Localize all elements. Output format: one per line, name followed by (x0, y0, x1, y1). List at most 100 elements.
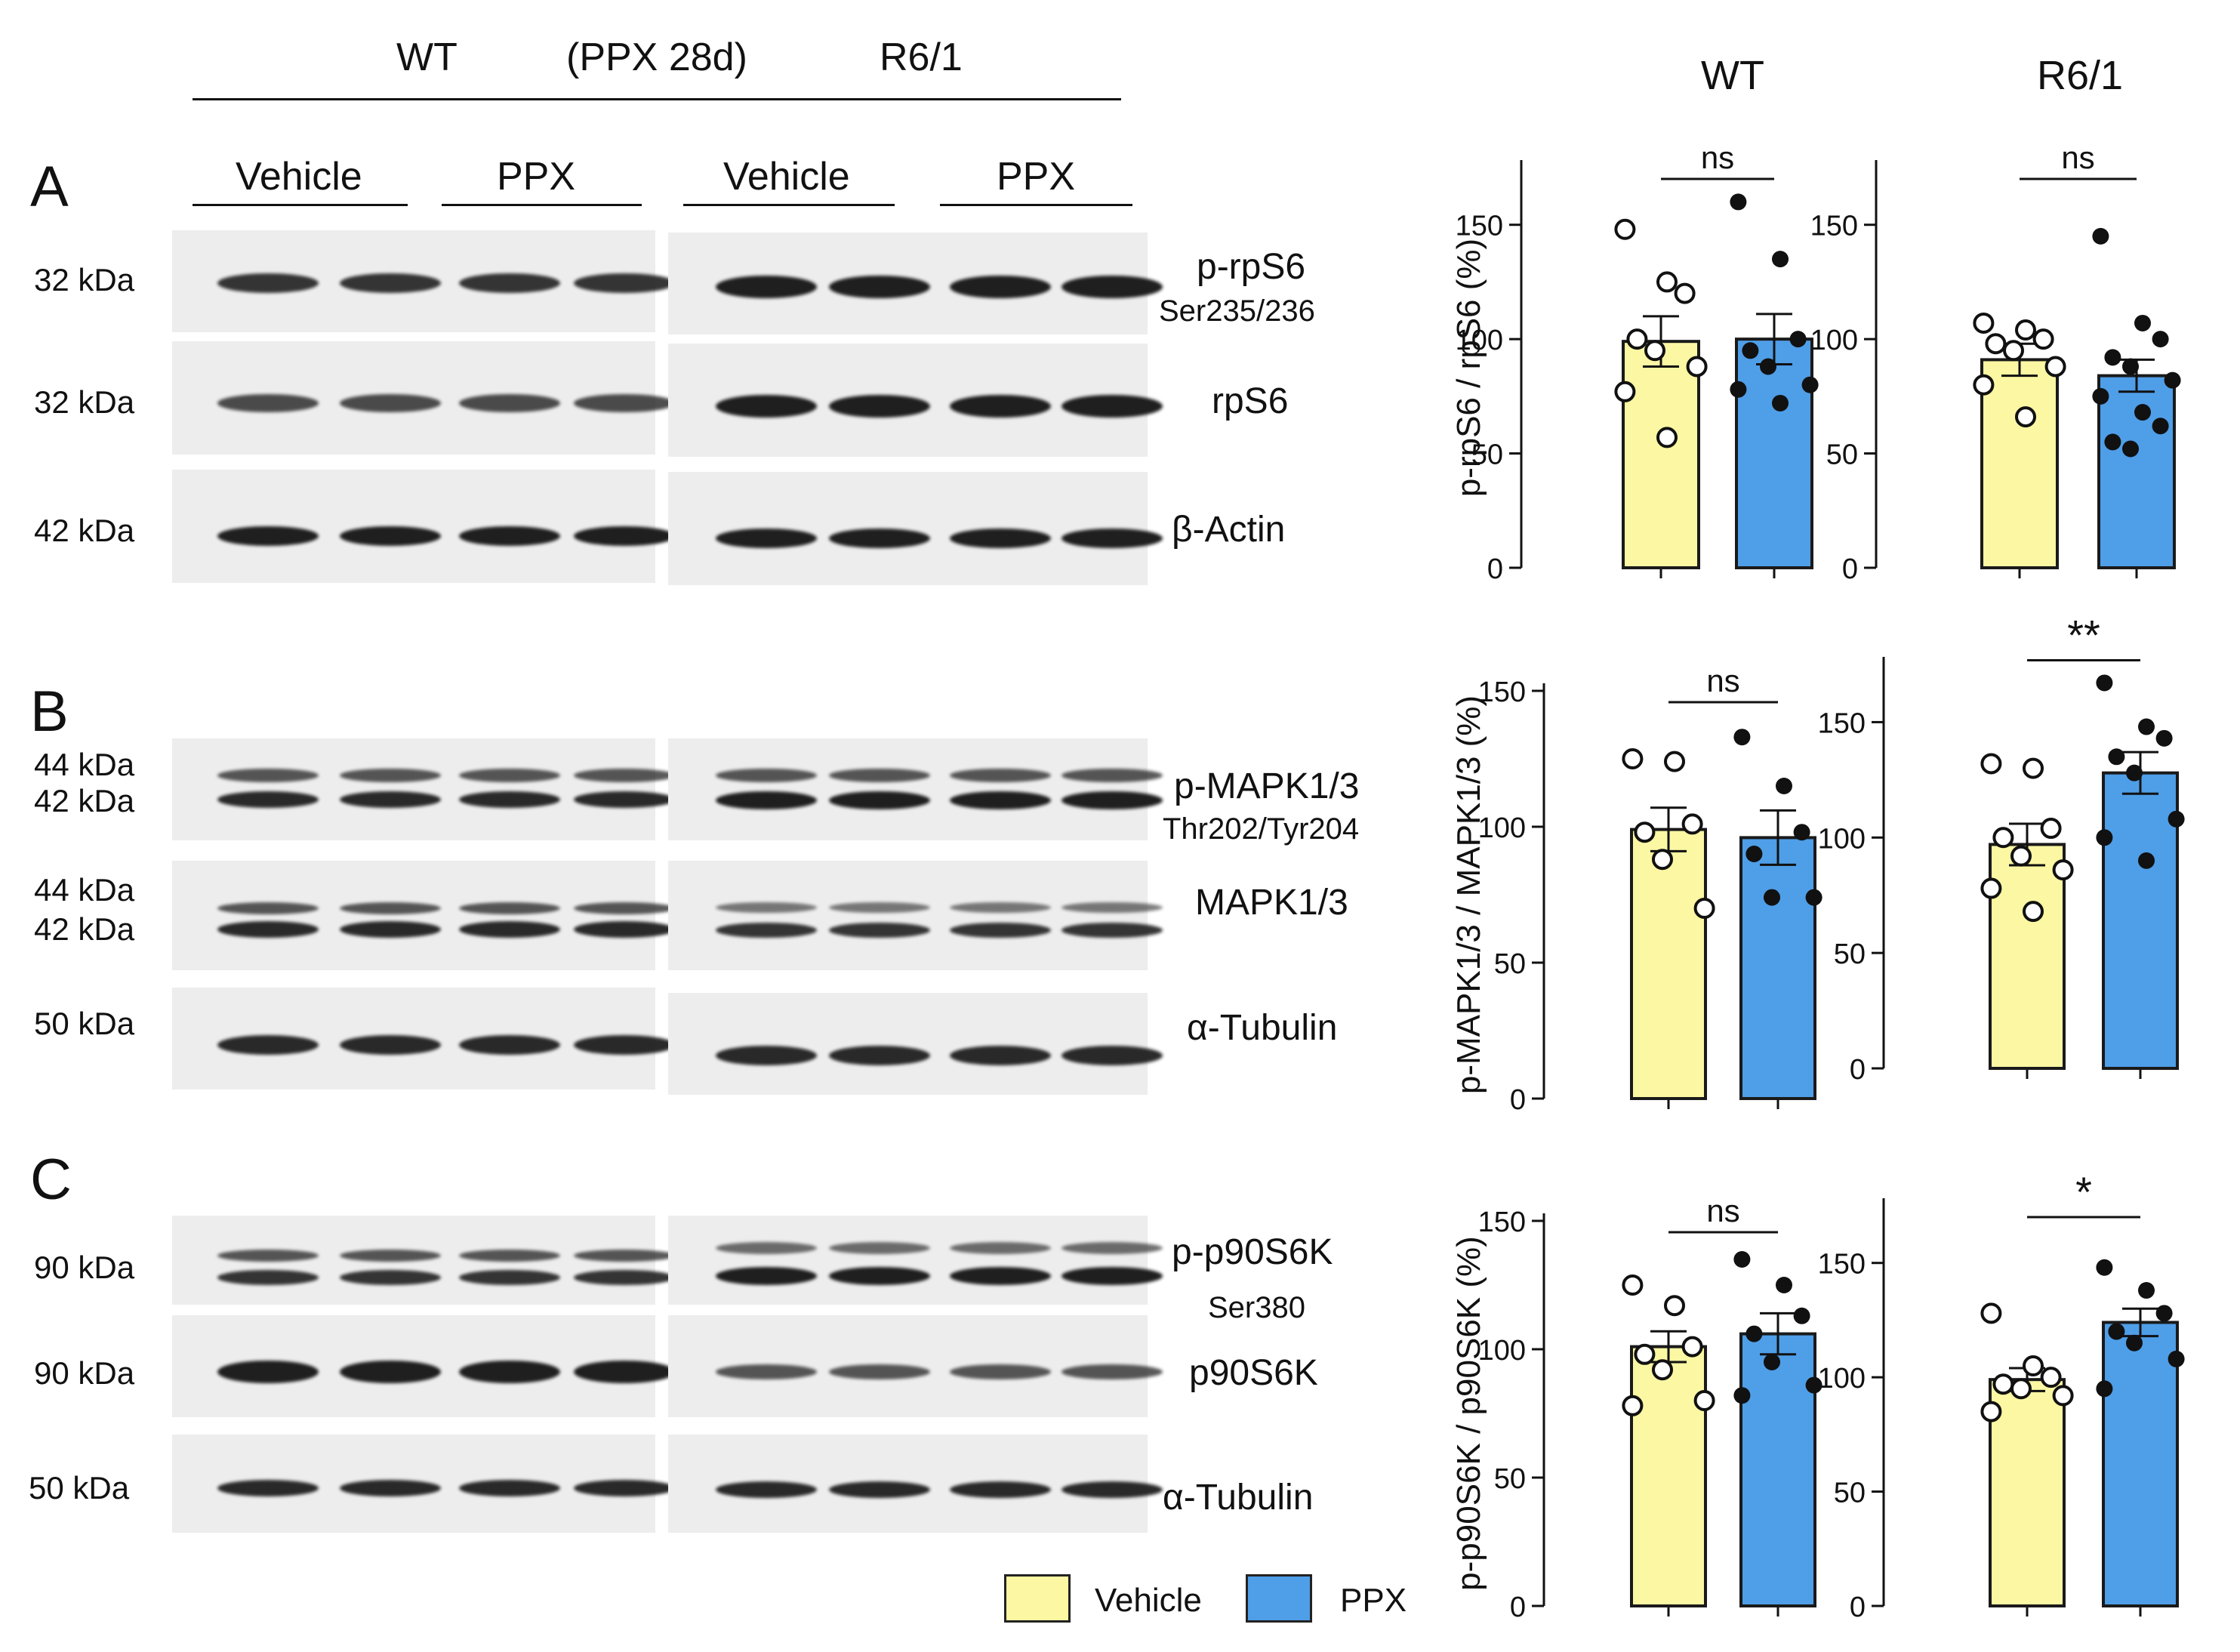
bar-a-wt-1 (1735, 337, 1813, 569)
point-b-wt-0-4 (1652, 849, 1673, 871)
point-b-r61-1-1 (2138, 718, 2155, 735)
band-b-2-left-3-1 (574, 921, 675, 938)
band-c-2-right-1-0 (829, 1364, 930, 1379)
band-c-1-right-1-0 (829, 1242, 930, 1254)
header-underline (193, 98, 1121, 100)
label-b-phospho: p-MAPK1/3 (1174, 766, 1360, 806)
band-b-3-right-2-0 (950, 1046, 1051, 1065)
band-b-1-left-2-0 (459, 769, 560, 782)
y-tick-label-b-r61-1: 50 (1834, 938, 1866, 970)
point-c-r61-1-2 (2155, 1305, 2173, 1322)
bar-a-r61-0 (1980, 358, 2059, 569)
point-a-r61-0-4 (2003, 340, 2024, 362)
band-c-1-right-0-1 (716, 1267, 817, 1285)
group-wt-vehicle: Vehicle (236, 155, 362, 199)
band-c-2-left-1-0 (340, 1361, 441, 1383)
point-c-r61-0-4 (2010, 1378, 2032, 1400)
point-a-r61-1-2 (2152, 331, 2169, 348)
band-c-2-right-2-0 (950, 1364, 1051, 1379)
point-c-r61-1-1 (2138, 1282, 2155, 1299)
band-a-2-left-0-0 (217, 394, 319, 412)
sub-b-1: Thr202/Tyr204 (1163, 812, 1360, 846)
point-b-wt-1-2 (1793, 824, 1810, 841)
bar-a-wt-0 (1622, 340, 1700, 569)
panel-letter-c: C (30, 1148, 72, 1212)
y-tick-label-b-wt-0: 0 (1510, 1084, 1526, 1116)
band-c-2-left-0-0 (217, 1361, 319, 1383)
blot-b-3-right (668, 993, 1148, 1095)
y-tick-label-b-r61-0: 0 (1850, 1054, 1866, 1086)
point-b-r61-1-5 (2168, 810, 2185, 828)
bar-b-wt-1 (1739, 836, 1816, 1101)
blot-c-1-right (668, 1216, 1148, 1305)
band-a-1-right-0-0 (716, 276, 817, 298)
point-c-wt-0-0 (1622, 1274, 1644, 1296)
band-a-3-right-0-0 (716, 529, 817, 548)
sig-label-c-wt: ns (1706, 1193, 1739, 1228)
bar-c-r61-0 (1989, 1378, 2066, 1607)
header-wt: WT (396, 35, 458, 79)
point-b-r61-0-5 (2052, 859, 2074, 881)
band-a-2-left-1-0 (340, 394, 441, 412)
header-treatment: (PPX 28d) (566, 35, 747, 79)
point-c-wt-0-6 (1622, 1395, 1644, 1416)
point-c-wt-0-2 (1681, 1336, 1703, 1358)
band-a-2-right-0-0 (716, 395, 817, 418)
point-b-wt-0-5 (1693, 898, 1715, 919)
header-r61: R6/1 (880, 35, 963, 79)
band-c-3-right-2-0 (950, 1481, 1051, 1498)
point-c-wt-0-3 (1634, 1343, 1656, 1365)
y-tick-label-c-wt-1: 50 (1494, 1463, 1526, 1495)
band-b-3-left-0-0 (217, 1035, 319, 1055)
band-b-2-left-1-1 (340, 921, 441, 938)
band-c-3-left-0-0 (217, 1480, 319, 1496)
blot-b-1-right (668, 738, 1148, 840)
group-line-r61-ppx (940, 204, 1132, 206)
point-c-r61-1-4 (2126, 1334, 2143, 1351)
point-c-wt-1-0 (1733, 1251, 1751, 1268)
label-c-2: p90S6K (1189, 1353, 1318, 1393)
band-b-2-left-0-1 (217, 921, 319, 938)
y-tick-label-c-r61-0: 0 (1850, 1592, 1866, 1623)
point-a-r61-1-10 (2122, 440, 2139, 458)
band-c-1-right-0-0 (716, 1242, 817, 1254)
group-r61-vehicle: Vehicle (723, 155, 850, 199)
chart-title-a-wt: WT (1701, 53, 1764, 98)
point-a-r61-0-3 (1985, 333, 2007, 355)
sig-label-a-r61: ns (2061, 140, 2094, 175)
point-c-r61-0-0 (1980, 1302, 2002, 1324)
blot-b-2-left (172, 861, 655, 970)
point-c-r61-1-6 (2096, 1380, 2113, 1398)
band-a-3-right-3-0 (1061, 529, 1163, 548)
point-a-r61-1-6 (2092, 387, 2109, 405)
y-tick-label-a-wt-3: 150 (1456, 211, 1503, 242)
band-b-1-right-3-0 (1061, 769, 1163, 782)
y-tick-label-a-wt-2: 100 (1456, 325, 1503, 356)
point-a-wt-0-3 (1626, 328, 1648, 350)
band-b-3-left-3-0 (574, 1035, 675, 1055)
point-a-r61-0-7 (2015, 406, 2036, 428)
band-b-2-left-2-0 (459, 902, 560, 914)
point-b-r61-0-7 (2023, 901, 2044, 923)
y-tick-label-c-wt-3: 150 (1478, 1207, 1526, 1238)
label-a-3: β-Actin (1172, 510, 1286, 550)
point-a-wt-1-1 (1772, 251, 1789, 268)
band-a-3-left-1-0 (340, 526, 441, 546)
bar-c-wt-0 (1630, 1345, 1707, 1607)
kda-c-2: 90 kDa (34, 1355, 135, 1391)
label-b-3: α-Tubulin (1187, 1008, 1338, 1048)
point-b-r61-0-0 (1980, 753, 2002, 775)
band-c-3-left-1-0 (340, 1480, 441, 1496)
y-tick-label-a-r61-1: 50 (1826, 439, 1858, 471)
point-a-r61-1-0 (2092, 227, 2109, 245)
point-b-r61-1-7 (2138, 852, 2155, 869)
y-tick-label-b-r61-3: 150 (1818, 707, 1866, 739)
band-b-1-left-3-1 (574, 791, 675, 808)
kda-b-1a: 44 kDa (34, 747, 135, 782)
point-c-wt-0-1 (1664, 1295, 1685, 1317)
point-b-r61-0-6 (1980, 877, 2002, 899)
point-a-r61-0-2 (2032, 328, 2054, 350)
point-a-wt-0-6 (1614, 381, 1636, 402)
point-b-r61-1-3 (2108, 748, 2125, 766)
y-tick-label-a-wt-0: 0 (1487, 553, 1503, 585)
